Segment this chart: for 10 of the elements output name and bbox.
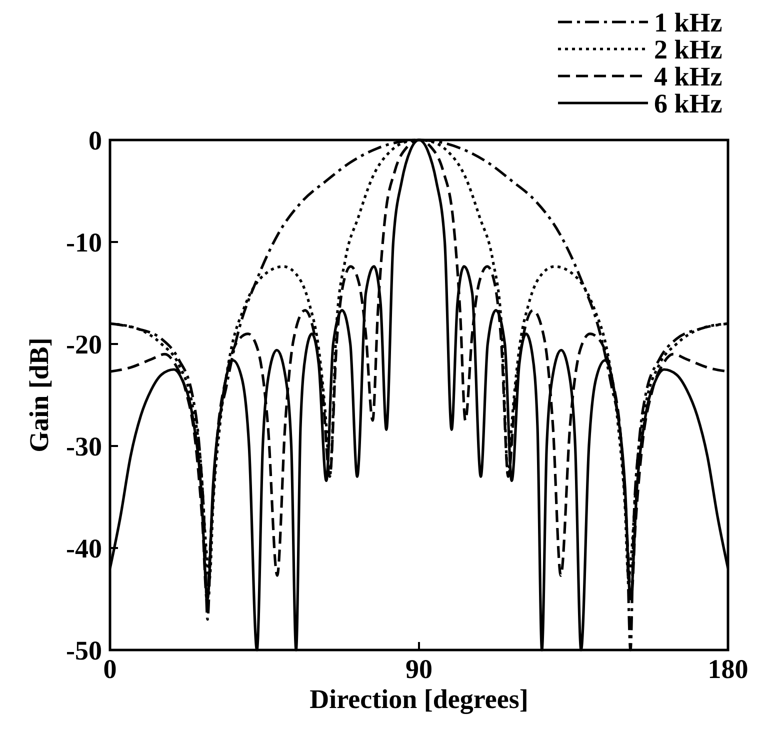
x-tick-label: 90 [406, 654, 432, 684]
y-tick-label: -40 [66, 533, 102, 564]
y-axis-title: Gain [dB] [24, 338, 54, 452]
y-tick-label: -10 [66, 227, 102, 258]
y-tick-label: -30 [66, 431, 102, 462]
y-tick-label: -50 [66, 635, 102, 666]
x-axis-title: Direction [degrees] [310, 684, 528, 714]
y-tick-label: 0 [88, 125, 102, 156]
y-tick-label: -20 [66, 329, 102, 360]
x-tick-label: 180 [708, 654, 748, 684]
